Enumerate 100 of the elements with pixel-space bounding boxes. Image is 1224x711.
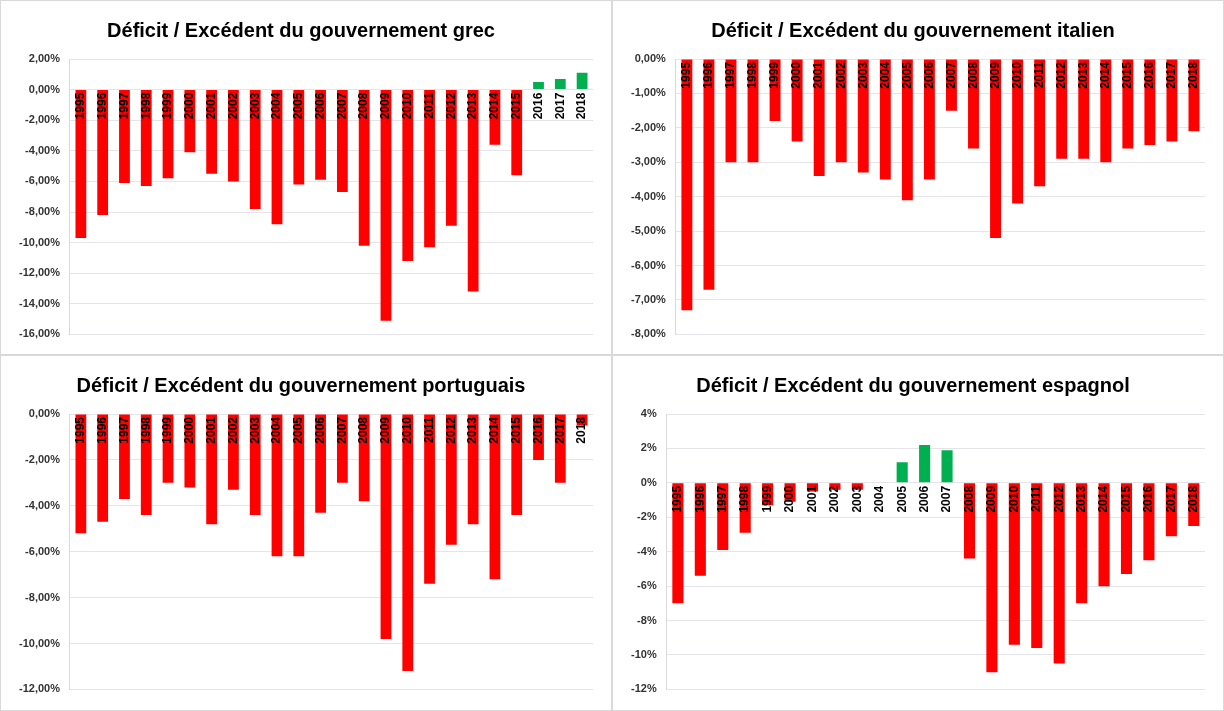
x-tick-label: 1996 — [701, 61, 716, 89]
y-tick-label: -2,00% — [25, 113, 61, 126]
y-tick-label: -10,00% — [18, 235, 61, 248]
x-tick-label: 2005 — [899, 61, 914, 89]
x-tick-label: 1999 — [160, 416, 175, 444]
x-tick-label: 1996 — [94, 92, 109, 120]
bar — [576, 72, 588, 90]
x-tick-label: 2004 — [269, 416, 284, 444]
x-tick-label: 1997 — [723, 61, 738, 89]
x-tick-label: 2009 — [987, 61, 1002, 89]
x-tick-label: 2015 — [509, 416, 524, 444]
x-tick-label: 2010 — [400, 416, 415, 444]
x-tick-label: 2006 — [312, 92, 327, 120]
x-tick-label: 2007 — [939, 485, 954, 513]
bar — [919, 444, 931, 483]
y-tick-label: -12% — [630, 682, 657, 695]
x-tick-label: 2018 — [1186, 61, 1201, 89]
x-tick-label: 2010 — [1009, 61, 1024, 89]
y-tick-label: 0% — [640, 475, 657, 488]
y-tick-label: -4,00% — [25, 143, 61, 156]
x-tick-label: 1998 — [745, 61, 760, 89]
x-tick-label: 2007 — [943, 61, 958, 89]
x-tick-label: 2014 — [487, 416, 502, 444]
x-tick-label: 2005 — [291, 92, 306, 120]
y-tick-label: -4% — [637, 544, 657, 557]
y-tick-label: -3,00% — [630, 155, 667, 168]
x-tick-label: 2018 — [1186, 485, 1201, 513]
x-tick-label: 2000 — [782, 485, 797, 513]
y-tick-label: -6,00% — [630, 258, 667, 271]
x-tick-label: 1997 — [116, 92, 131, 120]
x-tick-label: 2001 — [811, 61, 826, 89]
bar — [986, 483, 998, 673]
y-tick-label: -2% — [637, 510, 657, 523]
x-tick-label: 2007 — [334, 92, 349, 120]
x-tick-label: 2008 — [961, 485, 976, 513]
x-tick-label: 2003 — [855, 61, 870, 89]
x-tick-label: 1998 — [737, 485, 752, 513]
x-tick-label: 2003 — [247, 92, 262, 120]
y-tick-label: -2,00% — [630, 120, 667, 133]
x-tick-label: 2018 — [574, 416, 589, 444]
x-tick-label: 2012 — [443, 416, 458, 444]
x-tick-label: 2004 — [269, 92, 284, 120]
x-tick-label: 2002 — [225, 416, 240, 444]
y-tick-label: 4% — [640, 407, 657, 420]
x-tick-label: 2002 — [225, 92, 240, 120]
y-tick-label: 0,00% — [28, 82, 61, 95]
x-tick-label: 2006 — [916, 485, 931, 513]
bar — [896, 462, 908, 483]
x-tick-label: 2006 — [921, 61, 936, 89]
x-tick-label: 2017 — [552, 416, 567, 444]
y-tick-label: -7,00% — [630, 293, 667, 306]
x-tick-label: 2000 — [182, 416, 197, 444]
y-tick-label: -5,00% — [630, 224, 667, 237]
y-tick-label: -12,00% — [18, 266, 61, 279]
y-tick-label: -8,00% — [630, 327, 667, 340]
y-tick-label: -16,00% — [18, 327, 61, 340]
x-tick-label: 1995 — [679, 61, 694, 89]
x-tick-label: 2011 — [1029, 485, 1044, 512]
x-tick-label: 2011 — [1031, 61, 1046, 89]
y-tick-label: -14,00% — [18, 296, 61, 309]
x-tick-label: 2000 — [789, 61, 804, 89]
x-tick-label: 1999 — [767, 61, 782, 89]
x-tick-label: 1996 — [692, 485, 707, 513]
x-tick-label: 2014 — [1096, 485, 1111, 513]
y-tick-label: -6,00% — [25, 544, 61, 557]
bar — [445, 90, 457, 226]
y-tick-label: -8,00% — [25, 590, 61, 603]
x-tick-label: 2017 — [1163, 485, 1178, 513]
y-tick-label: -6% — [637, 579, 657, 592]
y-tick-label: -8% — [637, 613, 657, 626]
x-tick-label: 2017 — [552, 92, 567, 120]
y-tick-label: -10% — [630, 648, 657, 661]
x-tick-label: 1995 — [73, 92, 88, 120]
x-tick-label: 1995 — [73, 416, 88, 444]
x-tick-label: 2001 — [804, 485, 819, 513]
x-tick-label: 1997 — [116, 416, 131, 444]
x-tick-label: 1997 — [715, 485, 730, 513]
x-tick-label: 2000 — [182, 92, 197, 120]
x-tick-label: 2009 — [378, 416, 393, 444]
x-tick-label: 2013 — [465, 92, 480, 120]
chart-title: Déficit / Excédent du gouvernement grec — [107, 18, 495, 41]
x-tick-label: 2009 — [378, 92, 393, 120]
x-tick-label: 2015 — [509, 92, 524, 120]
x-tick-label: 2002 — [827, 485, 842, 513]
y-tick-label: 0,00% — [634, 52, 667, 65]
x-tick-label: 2001 — [203, 92, 218, 120]
x-tick-label: 2016 — [1142, 61, 1157, 89]
x-tick-label: 2011 — [421, 92, 436, 119]
x-tick-label: 2014 — [1098, 61, 1113, 89]
x-tick-label: 2011 — [421, 416, 436, 444]
x-tick-label: 2007 — [334, 416, 349, 444]
bar — [1031, 483, 1043, 649]
x-tick-label: 2015 — [1120, 61, 1135, 89]
bar — [358, 90, 370, 246]
bar — [1053, 483, 1065, 664]
x-tick-label: 2004 — [877, 61, 892, 89]
x-tick-label: 2015 — [1118, 485, 1133, 513]
x-tick-label: 2008 — [356, 92, 371, 120]
x-tick-label: 2006 — [312, 416, 327, 444]
y-tick-label: -6,00% — [25, 174, 61, 187]
